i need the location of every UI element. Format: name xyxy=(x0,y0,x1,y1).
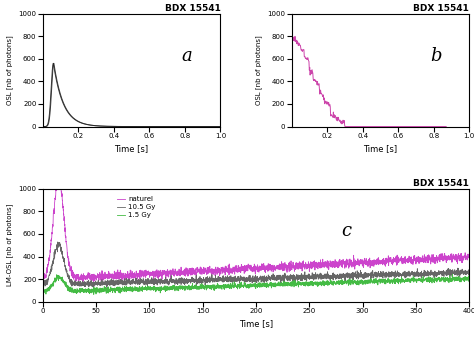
10.5 Gy xyxy=(204,276,210,280)
naturel xyxy=(53,187,59,191)
naturel xyxy=(91,282,96,286)
10.5 Gy xyxy=(89,282,94,286)
Line: 10.5 Gy: 10.5 Gy xyxy=(43,242,469,287)
naturel xyxy=(222,266,228,270)
Y-axis label: OSL [nb of photons]: OSL [nb of photons] xyxy=(6,35,13,105)
10.5 Gy xyxy=(114,280,120,284)
naturel xyxy=(458,259,464,263)
10.5 Gy xyxy=(412,273,418,277)
Legend: naturel, 10.5 Gy, 1.5 Gy: naturel, 10.5 Gy, 1.5 Gy xyxy=(114,193,158,221)
X-axis label: Time [s]: Time [s] xyxy=(115,144,148,153)
Line: naturel: naturel xyxy=(43,189,469,284)
10.5 Gy xyxy=(40,283,46,287)
Text: BDX 15541: BDX 15541 xyxy=(413,179,469,188)
10.5 Gy xyxy=(466,270,472,274)
Y-axis label: LM-OSL [nb of photons]: LM-OSL [nb of photons] xyxy=(6,204,13,286)
naturel xyxy=(40,277,46,281)
Text: c: c xyxy=(341,222,351,240)
1.5 Gy xyxy=(203,285,209,290)
10.5 Gy xyxy=(55,240,61,244)
Y-axis label: OSL [nb of photons]: OSL [nb of photons] xyxy=(255,35,262,105)
X-axis label: Time [s]: Time [s] xyxy=(239,320,273,328)
1.5 Gy xyxy=(40,290,46,294)
1.5 Gy xyxy=(91,293,97,297)
Text: a: a xyxy=(181,47,192,65)
Line: 1.5 Gy: 1.5 Gy xyxy=(43,274,469,295)
1.5 Gy xyxy=(466,277,472,281)
naturel xyxy=(466,256,472,260)
Text: b: b xyxy=(430,47,442,65)
10.5 Gy xyxy=(104,285,109,290)
1.5 Gy xyxy=(450,272,456,276)
10.5 Gy xyxy=(222,276,228,280)
10.5 Gy xyxy=(458,270,464,274)
X-axis label: Time [s]: Time [s] xyxy=(364,144,397,153)
Text: BDX 15541: BDX 15541 xyxy=(413,4,469,13)
naturel xyxy=(412,257,418,261)
1.5 Gy xyxy=(89,288,94,292)
1.5 Gy xyxy=(412,278,418,282)
1.5 Gy xyxy=(222,283,228,287)
1.5 Gy xyxy=(114,286,119,290)
1.5 Gy xyxy=(458,278,464,282)
naturel xyxy=(204,272,210,276)
naturel xyxy=(89,276,94,280)
Text: BDX 15541: BDX 15541 xyxy=(164,4,220,13)
naturel xyxy=(114,275,120,279)
